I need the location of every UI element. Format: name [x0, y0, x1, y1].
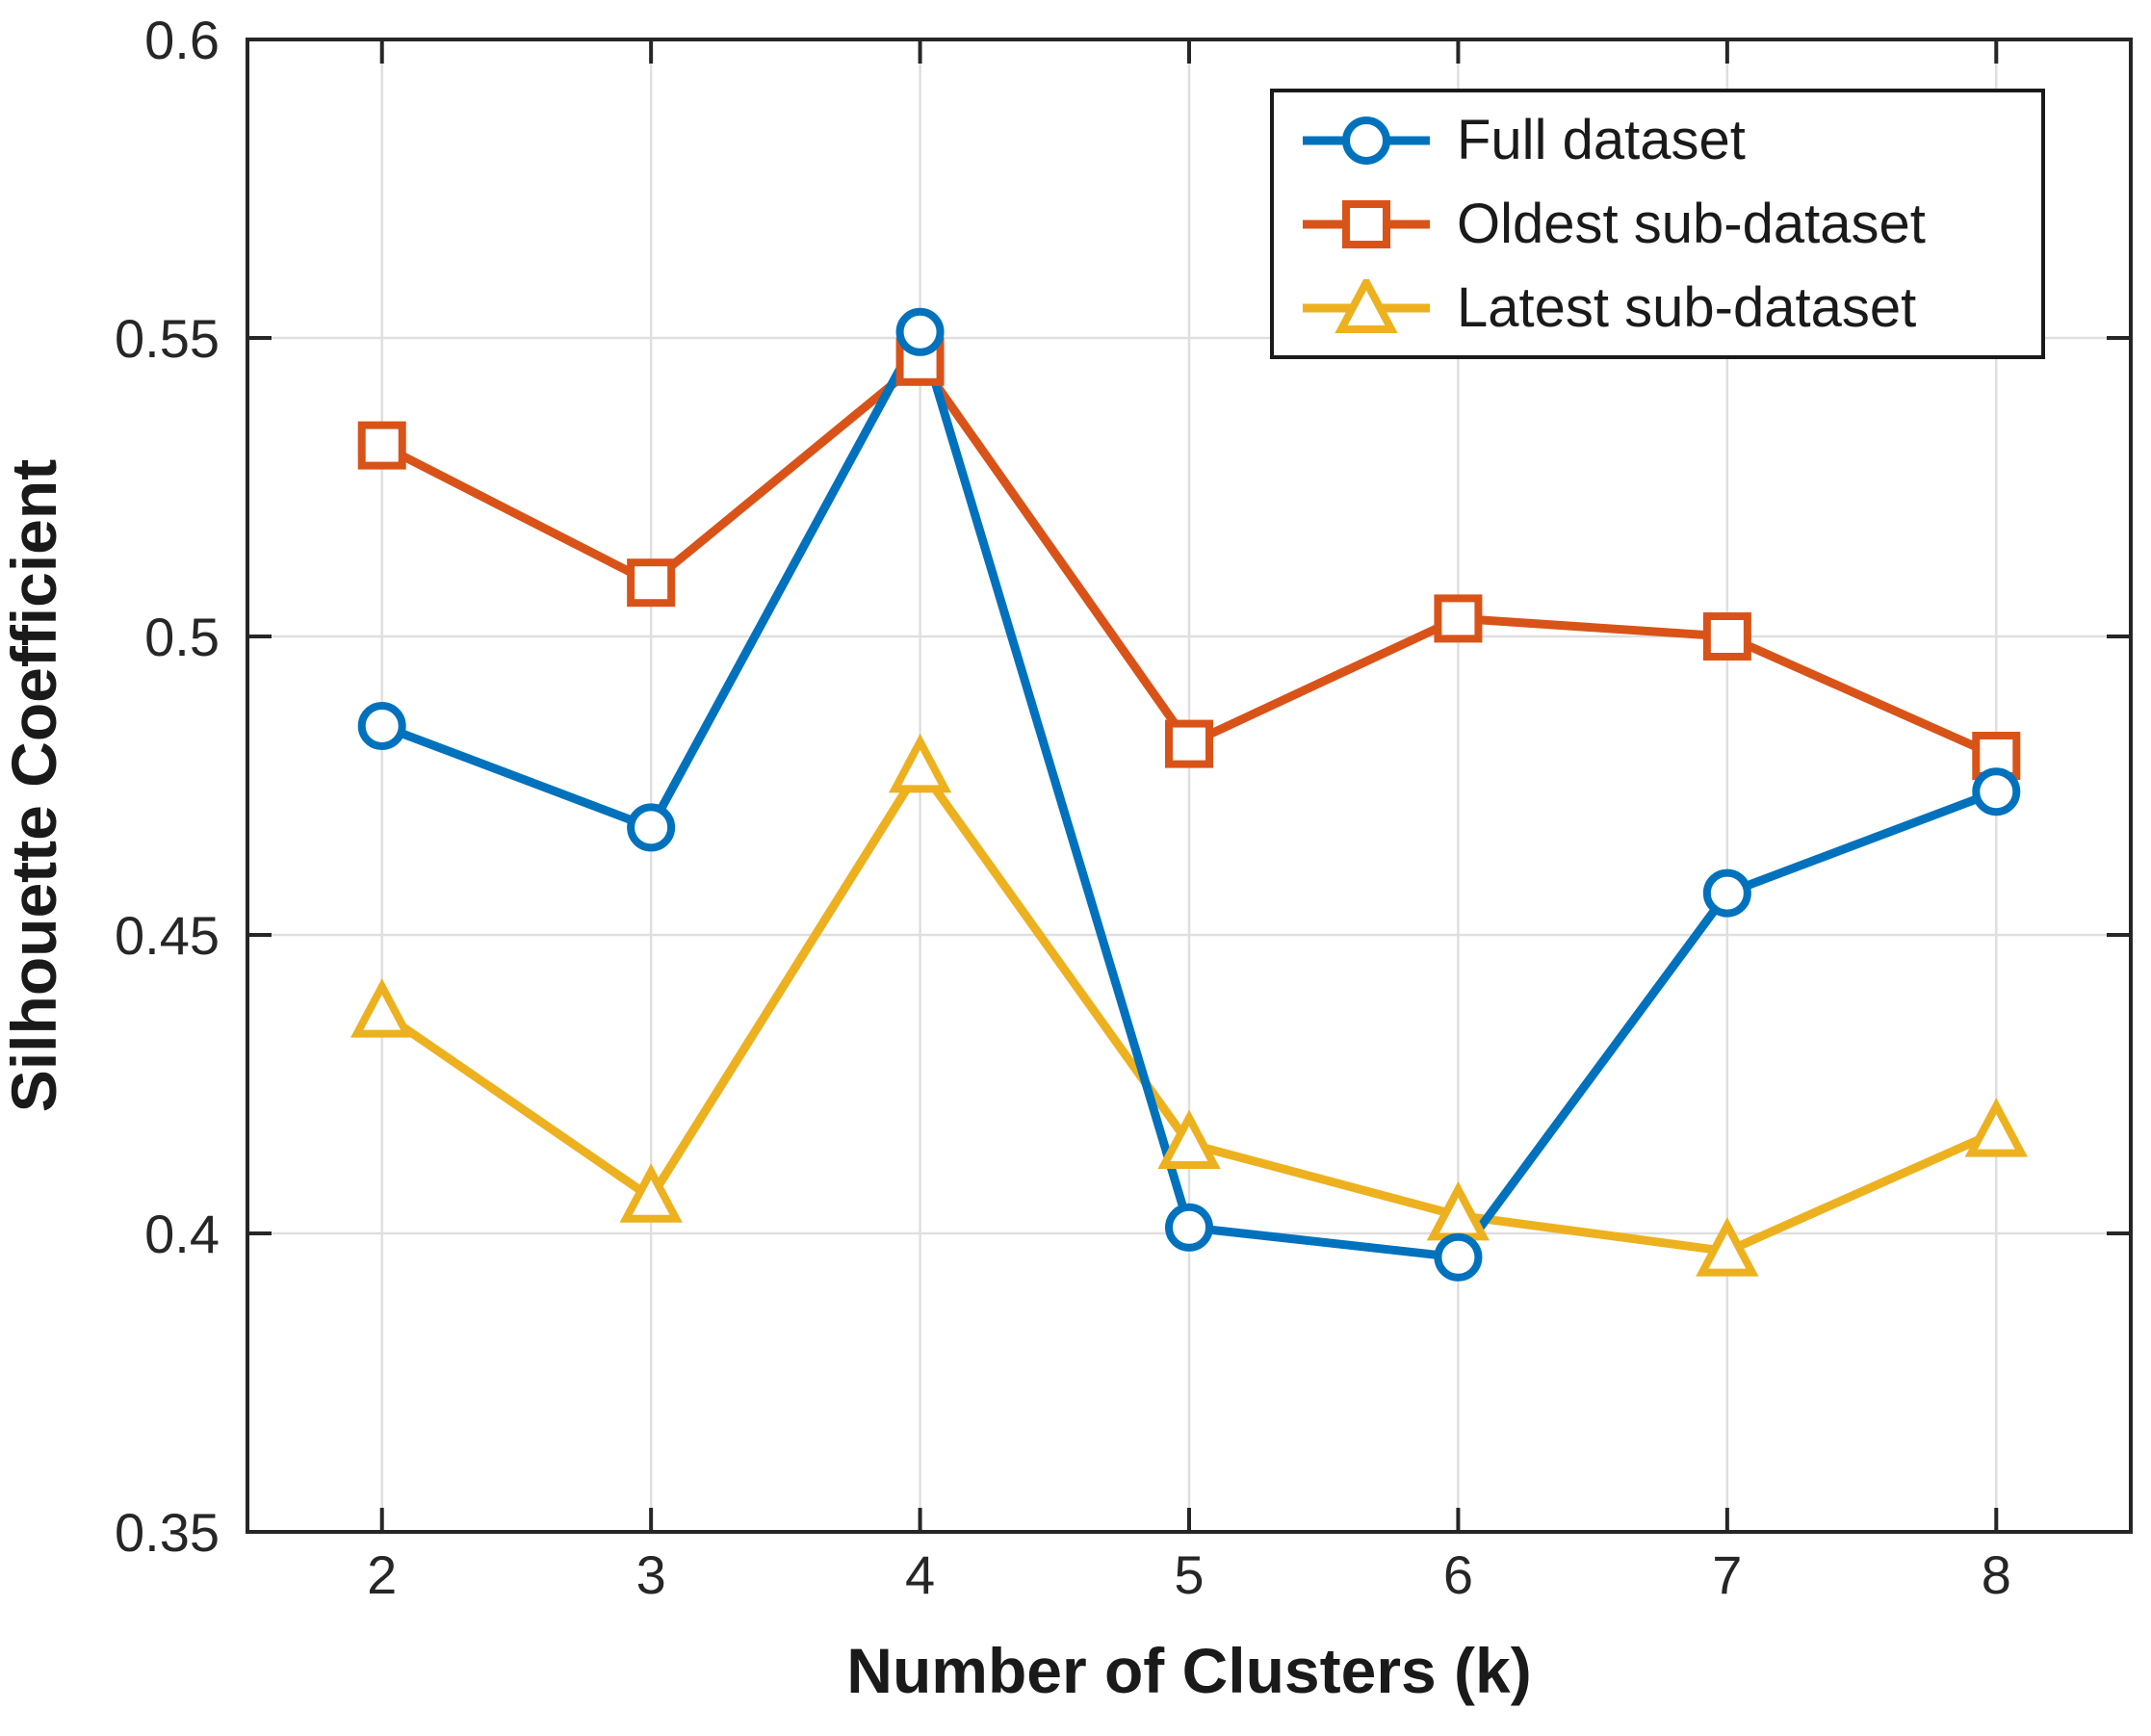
data-point-k8 [1972, 732, 2021, 780]
ytick-label-0.5: 0.5 [144, 607, 220, 667]
series-markers-full-dataset [357, 307, 2021, 1282]
data-point-k3 [627, 558, 676, 608]
square-marker-sample-icon [1303, 199, 1430, 248]
data-point-k7 [1702, 612, 1751, 661]
data-point-k3 [619, 1163, 683, 1223]
xtick-label-4: 4 [905, 1544, 935, 1605]
xtick-label-5: 5 [1174, 1544, 1204, 1605]
data-point-k2 [357, 702, 406, 750]
ytick-label-0.4: 0.4 [144, 1204, 220, 1264]
xtick-label-2: 2 [367, 1544, 397, 1605]
circle-marker-sample-icon [1303, 116, 1430, 165]
series-markers-latest-sub-dataset [350, 733, 2028, 1277]
xtick-label-3: 3 [636, 1544, 666, 1605]
legend-marker [1335, 278, 1398, 333]
data-point-k8 [1972, 767, 2021, 816]
legend-row-1: Oldest sub-dataset [1299, 195, 2041, 253]
ytick-label-0.45: 0.45 [115, 905, 220, 966]
data-point-k7 [1702, 868, 1751, 918]
y-axis-label: Silhouette Coefficient [0, 459, 69, 1112]
xtick-label-6: 6 [1443, 1544, 1473, 1605]
data-point-k4 [888, 733, 952, 793]
data-point-k5 [1157, 1109, 1221, 1169]
legend-marker [1342, 116, 1390, 165]
data-point-k6 [1434, 594, 1483, 643]
data-point-k4 [895, 307, 945, 356]
legend: Full dataset Oldest sub-dataset Latest sub… [1270, 89, 2045, 359]
x-axis-label: Number of Clusters (k) [846, 1635, 1531, 1706]
legend-row-2: Latest sub-dataset [1299, 275, 2041, 339]
data-point-k6 [1434, 1232, 1483, 1282]
legend-marker [1342, 199, 1390, 248]
series-markers-oldest-sub-dataset [357, 337, 2021, 780]
data-point-k5 [1165, 719, 1213, 768]
xtick-label-8: 8 [1982, 1544, 2011, 1605]
data-point-k2 [357, 421, 406, 470]
legend-label: Latest sub-dataset [1457, 275, 1917, 339]
data-point-k3 [627, 803, 676, 852]
xtick-label-7: 7 [1712, 1544, 1742, 1605]
data-point-k7 [1696, 1217, 1759, 1277]
ytick-label-0.55: 0.55 [115, 308, 220, 369]
legend-label: Full dataset [1457, 108, 1746, 171]
legend-row-0: Full dataset [1299, 112, 2041, 169]
data-point-k5 [1165, 1203, 1213, 1252]
data-point-k8 [1964, 1098, 2028, 1157]
data-point-k2 [350, 978, 414, 1038]
ytick-label-0.6: 0.6 [144, 10, 220, 70]
ytick-label-0.35: 0.35 [115, 1502, 220, 1563]
triangle-marker-sample-icon [1303, 278, 1430, 333]
legend-label: Oldest sub-dataset [1457, 192, 1926, 255]
